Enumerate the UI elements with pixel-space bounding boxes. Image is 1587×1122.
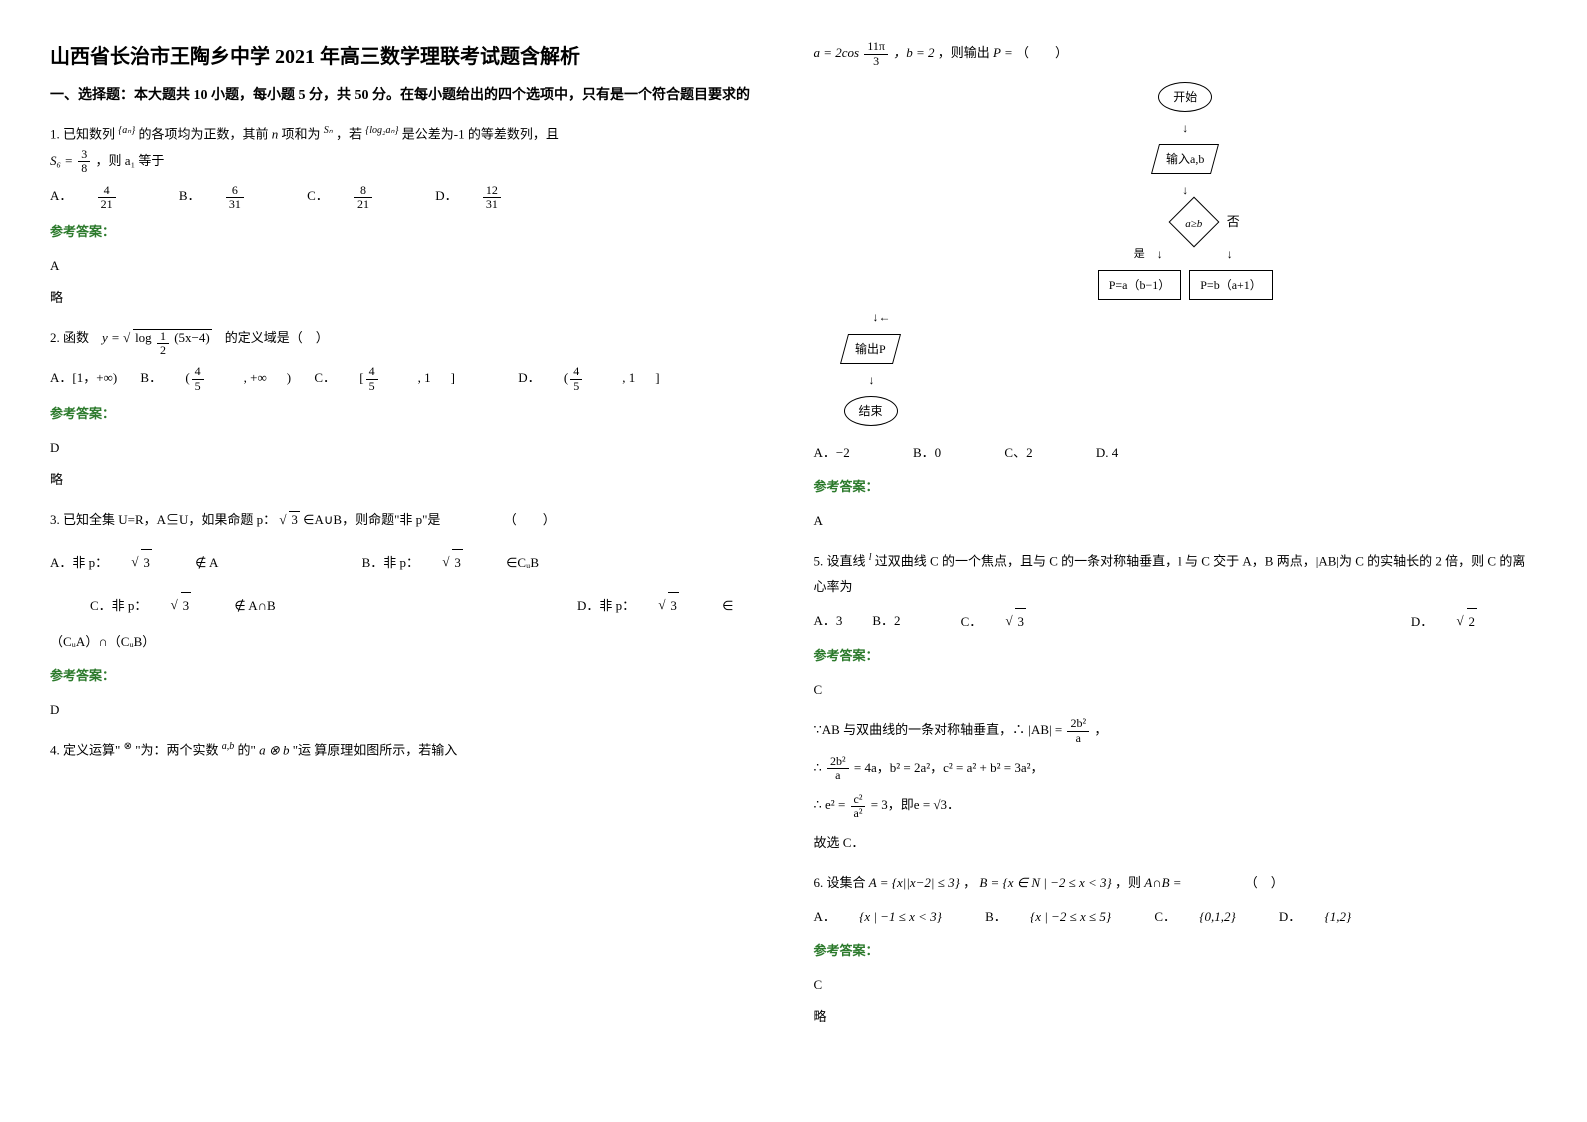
q1-tail: ，则 a₁ 等于 [96,153,165,168]
q2-stem-b: 的定义域是（ ） [225,330,329,345]
flowchart: 开始 ↓ 输入a,b ↓ a≥b 否 是 ↓ [834,78,1538,430]
question-4-stem-left: 4. 定义运算" ⊗ "为：两个实数 a,b 的" a ⊗ b "运 算原理如图… [50,737,774,763]
q1-options: A． 421 B． 631 C． 821 D． 1231 [50,183,774,211]
q1-skip: 略 [50,285,774,311]
fc-condition: a≥b [1169,208,1219,236]
arrow-down-icon: ↓← [873,310,891,324]
answer-label: 参考答案： [814,643,1538,669]
q5-sol-end: 故选 C． [814,830,1538,856]
arrow-down-icon: ↓ [1182,178,1188,202]
fc-output: 输出P [839,334,900,364]
answer-label: 参考答案： [814,938,1538,964]
q1-logan: {log₂aₙ} [365,125,398,136]
q1-an: {aₙ} [118,125,135,136]
q1-stem-b: 的各项均为正数，其前 [139,127,269,142]
q2-sqrt: log 12 (5x−4) [123,325,212,357]
q1-sn: Sₙ [324,125,333,136]
arrow-down-icon: ↓ [1227,242,1233,266]
arrow-down-icon: ↓ [869,368,875,392]
q1-stem-a: 1. 已知数列 [50,127,115,142]
q2-options: A．[1，+∞) B． (45, +∞) C． [45, 1] D． (45, … [50,365,774,393]
q1-stem-e: 是公差为-1 的等差数列，且 [402,127,559,142]
fc-left: P=a（b−1） [1098,270,1182,300]
fc-input: 输入a,b [1151,144,1219,174]
q3-answer: D [50,697,774,723]
question-3: 3. 已知全集 U=R，A⊆U，如果命题 p： 3 ∈A∪B，则命题"非 p"是… [50,507,774,723]
q4-answer: A [814,508,1538,534]
q1-s6: S₆ = [50,153,73,168]
answer-label: 参考答案： [50,663,774,689]
q2-answer: D [50,435,774,461]
question-2: 2. 函数 y = log 12 (5x−4) 的定义域是（ ） A．[1，+∞… [50,325,774,493]
fc-end: 结束 [844,396,898,426]
page-title: 山西省长治市王陶乡中学 2021 年高三数学理联考试题含解析 [50,40,774,69]
q1-answer: A [50,253,774,279]
answer-label: 参考答案： [50,219,774,245]
q5-answer: C [814,677,1538,703]
q3-stem-b: ∈A∪B，则命题"非 p"是 [303,512,440,527]
arrow-down-icon: ↓ [1157,242,1163,266]
q6-skip: 略 [814,1004,1538,1030]
q2-stem-a: 2. 函数 [50,330,89,345]
answer-label: 参考答案： [814,474,1538,500]
q6-answer: C [814,972,1538,998]
q3-stem: 3. 已知全集 U=R，A⊆U，如果命题 p： [50,512,276,527]
q1-s6-frac: 3 8 [78,148,90,175]
answer-label: 参考答案： [50,401,774,427]
fc-right: P=b（a+1） [1189,270,1273,300]
q2-y: y = [102,330,123,345]
fc-start: 开始 [1158,82,1212,112]
question-6: 6. 设集合 A = {x||x−2| ≤ 3} ， B = {x ∈ N | … [814,870,1538,1030]
q4-options: A．−2 B．0 C、2 D. 4 [814,440,1538,466]
q1-stem-d: ，若 [336,127,362,142]
q2-skip: 略 [50,467,774,493]
q1-n: n [272,127,279,142]
question-4-right: a = 2cos 11π3 ，b = 2 ，则输出 P = （ ） 开始 ↓ 输… [814,40,1538,534]
q1-stem-c: 项和为 [282,127,321,142]
section-heading: 一、选择题：本大题共 10 小题，每小题 5 分，共 50 分。在每小题给出的四… [50,85,774,107]
question-1: 1. 已知数列 {aₙ} 的各项均为正数，其前 n 项和为 Sₙ ，若 {log… [50,121,774,311]
question-5: 5. 设直线 l 过双曲线 C 的一个焦点，且与 C 的一条对称轴垂直，l 与 … [814,548,1538,856]
arrow-down-icon: ↓ [1182,116,1188,140]
q3-optD-cont: （CᵤA）∩（CᵤB） [50,629,774,655]
